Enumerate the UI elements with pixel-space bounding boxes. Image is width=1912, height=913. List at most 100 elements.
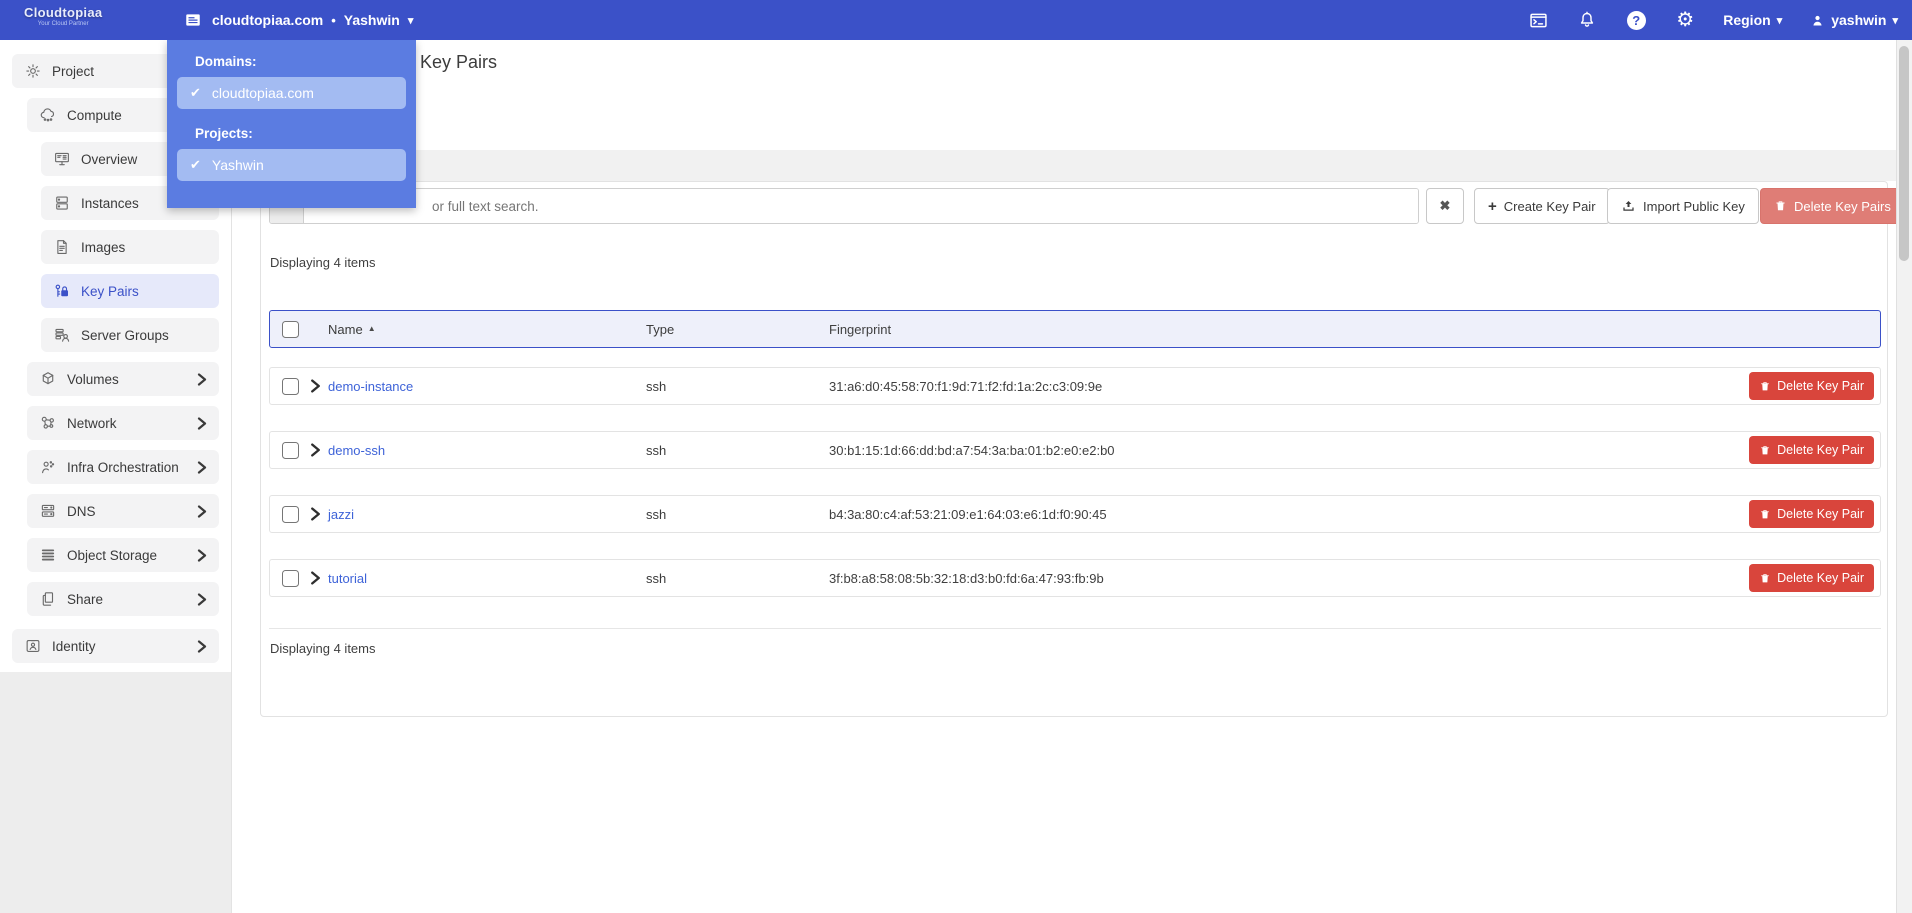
create-key-pair-button[interactable]: + Create Key Pair xyxy=(1474,188,1610,224)
region-dropdown[interactable]: Region ▾ xyxy=(1723,12,1782,28)
context-switcher[interactable]: cloudtopiaa.com • Yashwin ▾ xyxy=(182,0,413,40)
user-icon xyxy=(1809,12,1825,28)
console-icon[interactable] xyxy=(1527,9,1549,31)
sidebar-item-label: DNS xyxy=(67,503,96,519)
sidebar-item-infra-orchestration[interactable]: Infra Orchestration xyxy=(27,450,219,484)
scrollbar-track[interactable] xyxy=(1896,40,1912,913)
upload-icon xyxy=(1621,199,1636,214)
projects-label: Projects: xyxy=(195,126,253,141)
sidebar-item-label: Instances xyxy=(81,195,139,211)
delete-key-pair-button[interactable]: Delete Key Pair xyxy=(1749,436,1874,464)
row-expander[interactable] xyxy=(310,560,321,596)
key-pair-type: ssh xyxy=(646,442,667,458)
row-expander[interactable] xyxy=(310,368,321,404)
sidebar-item-object-storage[interactable]: Object Storage xyxy=(27,538,219,572)
delete-key-pair-label: Delete Key Pair xyxy=(1777,443,1864,457)
sidebar-item-label: Volumes xyxy=(67,371,119,387)
key-pair-type: ssh xyxy=(646,570,667,586)
sidebar-item-images[interactable]: Images xyxy=(41,230,219,264)
items-count-bottom: Displaying 4 items xyxy=(270,641,376,656)
project-option-label: Yashwin xyxy=(211,157,264,173)
key-pair-type: ssh xyxy=(646,506,667,522)
delete-key-pair-button[interactable]: Delete Key Pair xyxy=(1749,564,1874,592)
navbar-actions: ? ⚙ Region ▾ yashwin ▾ xyxy=(1527,0,1898,40)
sidebar: Project Compute Overview Instances xyxy=(0,40,232,913)
table-header-row: Name ▲ Type Fingerprint xyxy=(269,310,1881,348)
brand-logo[interactable]: Cloudtopiaa Your Cloud Partner xyxy=(24,5,102,27)
table-row: tutorial ssh 3f:b8:a8:58:08:5b:32:18:d3:… xyxy=(269,559,1881,597)
trash-icon xyxy=(1759,572,1771,585)
server-group-icon xyxy=(53,326,71,344)
pages-icon xyxy=(39,590,57,608)
chevron-right-icon xyxy=(197,416,207,430)
delete-key-pair-button[interactable]: Delete Key Pair xyxy=(1749,372,1874,400)
clear-search-button[interactable]: ✖ xyxy=(1426,188,1464,224)
key-pair-name-link[interactable]: tutorial xyxy=(328,570,368,586)
sidebar-item-volumes[interactable]: Volumes xyxy=(27,362,219,396)
domain-option-cloudtopiaa[interactable]: ✔ cloudtopiaa.com xyxy=(177,77,406,109)
sidebar-item-share[interactable]: Share xyxy=(27,582,219,616)
chevron-right-icon xyxy=(197,639,207,653)
row-expander[interactable] xyxy=(310,432,321,468)
key-pair-name-link[interactable]: jazzi xyxy=(328,506,355,522)
sidebar-item-server-groups[interactable]: Server Groups xyxy=(41,318,219,352)
column-header-type[interactable]: Type xyxy=(646,321,675,337)
create-key-pair-label: Create Key Pair xyxy=(1503,198,1596,214)
items-count-top: Displaying 4 items xyxy=(270,255,376,270)
search-bar xyxy=(269,188,1419,224)
sidebar-footer-area xyxy=(0,672,231,913)
settings-gear-icon[interactable]: ⚙ xyxy=(1676,9,1695,31)
cube-icon xyxy=(39,370,57,388)
delete-key-pair-button[interactable]: Delete Key Pair xyxy=(1749,500,1874,528)
caret-down-icon: ▾ xyxy=(1892,14,1898,27)
user-menu[interactable]: yashwin ▾ xyxy=(1809,12,1898,28)
key-pair-fingerprint: 30:b1:15:1d:66:dd:bd:a7:54:3a:ba:01:b2:e… xyxy=(829,442,1115,458)
crumb-domain: cloudtopiaa.com xyxy=(212,12,324,28)
key-pair-name-link[interactable]: demo-instance xyxy=(328,378,414,394)
sidebar-item-dns[interactable]: DNS xyxy=(27,494,219,528)
sidebar-item-label: Server Groups xyxy=(81,327,169,343)
import-public-key-button[interactable]: Import Public Key xyxy=(1607,188,1759,224)
row-expander[interactable] xyxy=(310,496,321,532)
key-pair-fingerprint: 31:a6:d0:45:58:70:f1:9d:71:f2:fd:1a:2c:c… xyxy=(829,378,1103,394)
row-checkbox[interactable] xyxy=(282,377,299,395)
server-icon xyxy=(53,194,71,212)
row-checkbox[interactable] xyxy=(282,505,299,523)
sidebar-item-label: Identity xyxy=(52,638,96,654)
project-option-yashwin[interactable]: ✔ Yashwin xyxy=(177,149,406,181)
sidebar-nav: Project Compute Overview Instances xyxy=(0,40,231,663)
scrollbar-thumb[interactable] xyxy=(1899,46,1909,261)
delete-key-pairs-button[interactable]: Delete Key Pairs xyxy=(1760,188,1905,224)
delete-key-pairs-label: Delete Key Pairs xyxy=(1794,198,1891,214)
sort-asc-icon: ▲ xyxy=(367,323,376,333)
sidebar-item-identity[interactable]: Identity xyxy=(12,629,219,663)
search-input[interactable] xyxy=(304,189,1418,223)
key-pair-name-link[interactable]: demo-ssh xyxy=(328,442,386,458)
clear-icon: ✖ xyxy=(1439,198,1451,213)
sidebar-item-key-pairs[interactable]: Key Pairs xyxy=(41,274,219,308)
sidebar-item-label: Key Pairs xyxy=(81,283,139,299)
sidebar-item-network[interactable]: Network xyxy=(27,406,219,440)
select-all-checkbox[interactable] xyxy=(282,320,299,338)
sidebar-item-label: Network xyxy=(67,415,117,431)
id-badge-icon xyxy=(24,637,42,655)
help-icon[interactable]: ? xyxy=(1625,9,1647,31)
table-row: demo-instance ssh 31:a6:d0:45:58:70:f1:9… xyxy=(269,367,1881,405)
caret-down-icon: ▾ xyxy=(1776,14,1783,27)
table-footer-divider xyxy=(269,628,1881,629)
column-header-name[interactable]: Name ▲ xyxy=(328,321,376,337)
domains-label: Domains: xyxy=(195,54,257,69)
column-header-fingerprint[interactable]: Fingerprint xyxy=(829,321,892,337)
brand-name: Cloudtopiaa xyxy=(24,5,103,20)
row-checkbox[interactable] xyxy=(282,441,299,459)
key-pair-fingerprint: 3f:b8:a8:58:08:5b:32:18:d3:b0:fd:6a:47:9… xyxy=(829,570,1104,586)
bell-icon[interactable] xyxy=(1576,9,1598,31)
context-dropdown-panel: Domains: ✔ cloudtopiaa.com Projects: ✔ Y… xyxy=(167,40,416,208)
sidebar-item-label: Project xyxy=(52,63,95,79)
trash-icon xyxy=(1759,508,1771,521)
cloud-icon xyxy=(39,106,57,124)
chevron-right-icon xyxy=(197,504,207,518)
row-checkbox[interactable] xyxy=(282,569,299,587)
sidebar-item-label: Compute xyxy=(67,107,122,123)
